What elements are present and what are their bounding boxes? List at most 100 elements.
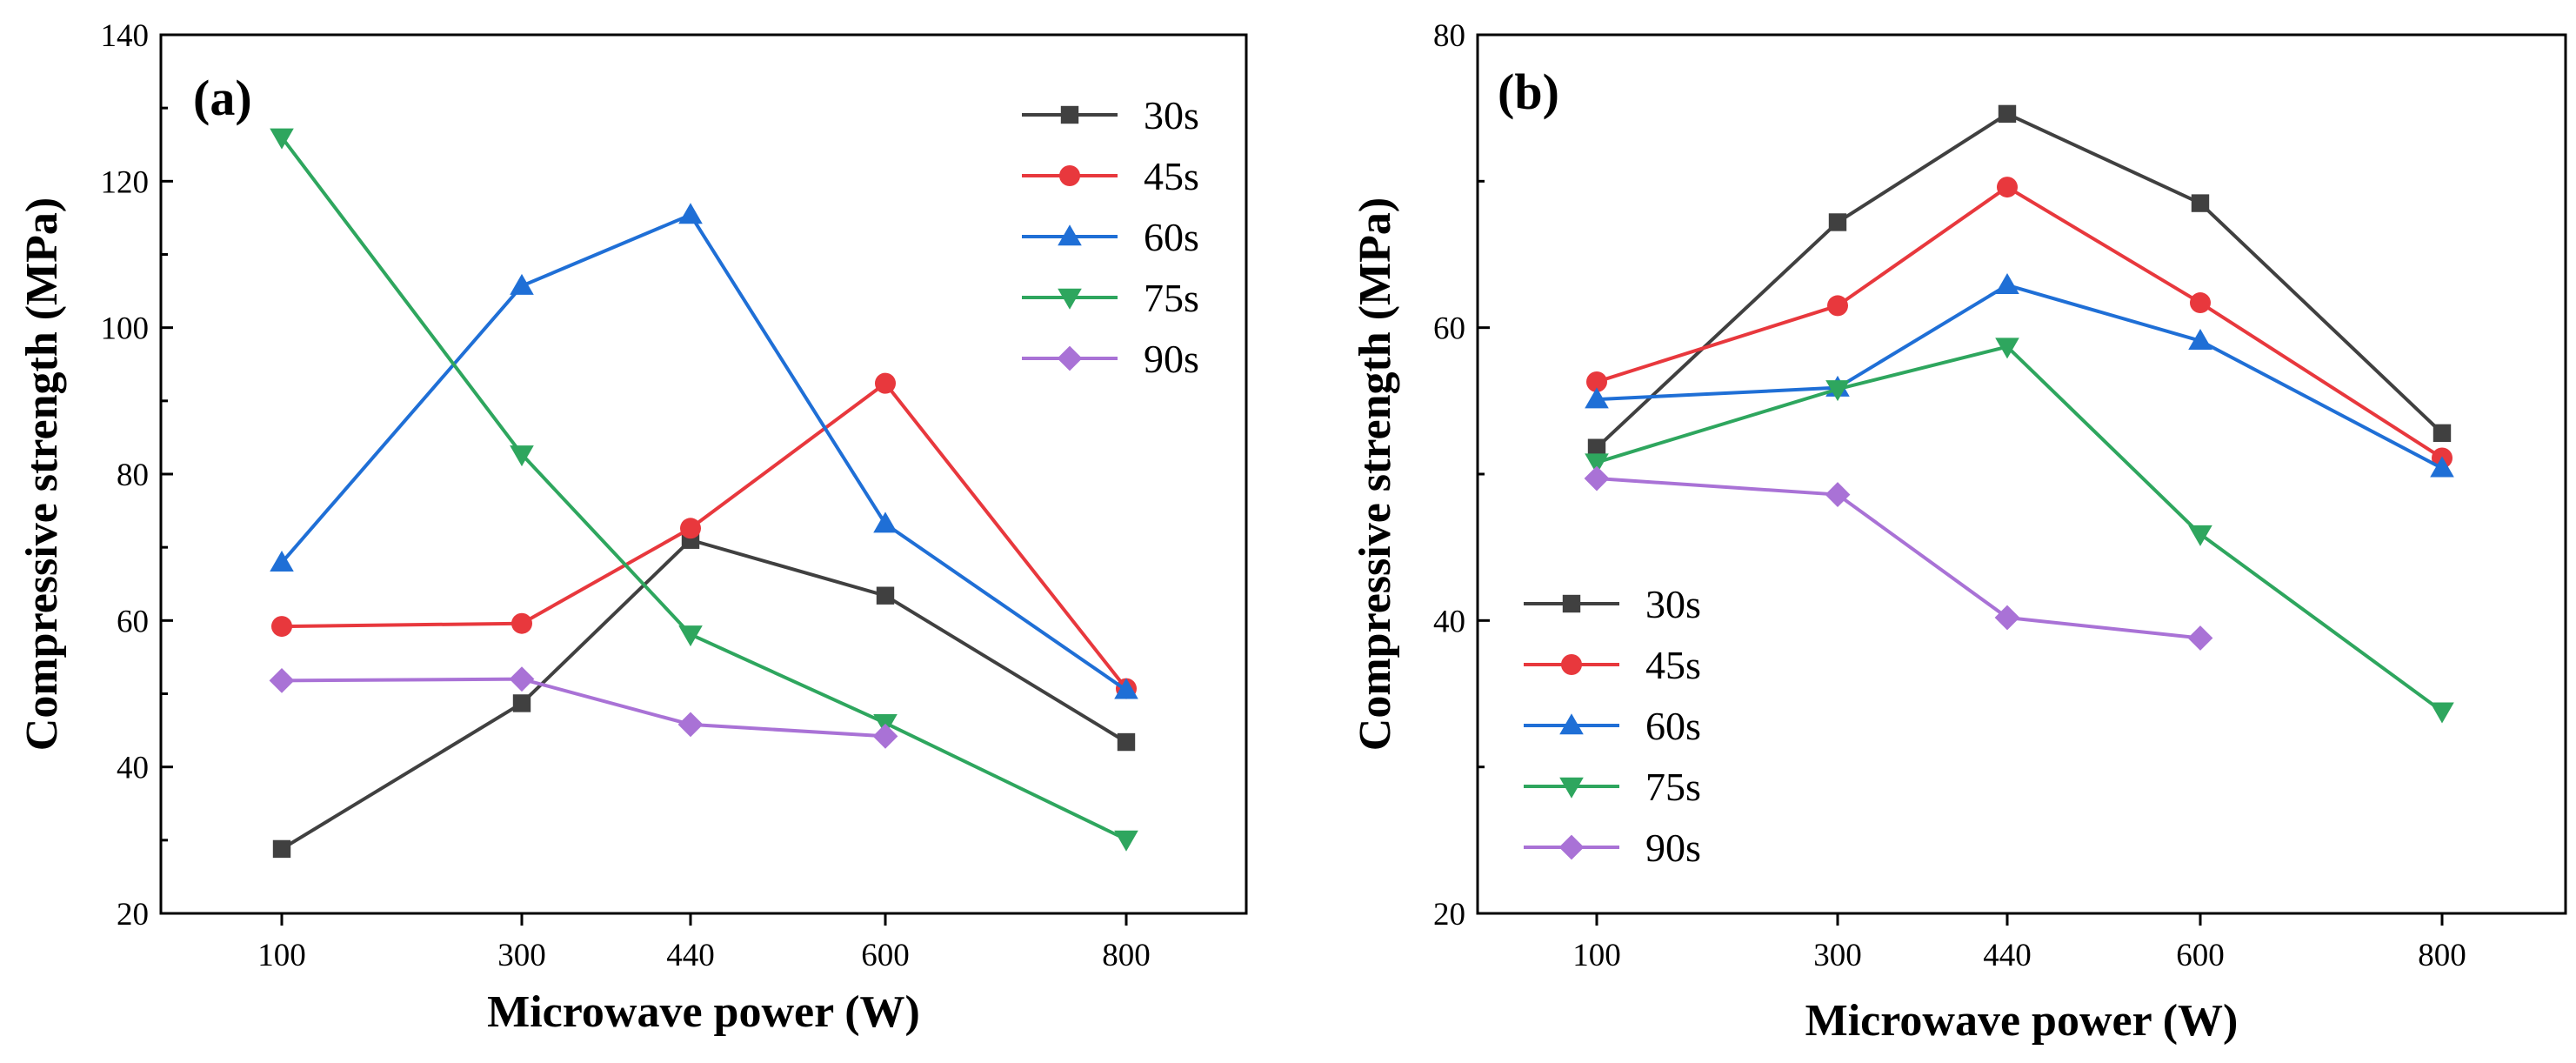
legend-label: 45s bbox=[1144, 154, 1199, 198]
legend-label: 45s bbox=[1645, 643, 1701, 687]
x-tick-label: 100 bbox=[1572, 938, 1621, 973]
legend-marker bbox=[1562, 594, 1581, 613]
data-point bbox=[873, 511, 898, 533]
data-point bbox=[677, 712, 704, 738]
legend-item: 75s bbox=[1524, 765, 1701, 809]
x-tick-label: 300 bbox=[497, 938, 546, 973]
data-point bbox=[1994, 605, 2020, 631]
data-point bbox=[512, 694, 531, 712]
series-60s bbox=[1585, 273, 2454, 478]
x-axis-title: Microwave power (W) bbox=[1805, 996, 2239, 1046]
data-point bbox=[2187, 625, 2213, 651]
series-line bbox=[281, 677, 886, 739]
series-30s bbox=[1587, 104, 2452, 457]
legend-label: 75s bbox=[1645, 765, 1701, 809]
legend-marker bbox=[1058, 288, 1082, 310]
legend-item: 90s bbox=[1022, 337, 1199, 381]
data-point bbox=[876, 586, 895, 605]
y-tick-label: 120 bbox=[101, 164, 150, 200]
y-tick-label: 140 bbox=[101, 18, 150, 54]
data-point bbox=[271, 616, 292, 638]
data-point bbox=[1586, 371, 1607, 392]
y-axis-title: Compressive strength (MPa) bbox=[17, 197, 67, 751]
panel-a: 20 40 60 80 100 120 140 100 300 440 600 800 Microwav… bbox=[17, 18, 1248, 1037]
legend-marker bbox=[1057, 345, 1083, 371]
data-point bbox=[510, 273, 534, 295]
series-90s bbox=[1584, 465, 2213, 651]
data-point bbox=[2430, 702, 2454, 724]
y-tick-label: 40 bbox=[117, 751, 149, 786]
legend: 30s 45s 60s 75s 90s bbox=[1524, 582, 1701, 870]
data-point bbox=[1114, 830, 1138, 852]
legend-marker bbox=[1060, 105, 1079, 124]
x-tick-label: 600 bbox=[861, 938, 910, 973]
series-60s bbox=[270, 203, 1138, 699]
series-90s bbox=[269, 666, 898, 749]
y-tick-label: 100 bbox=[101, 311, 150, 347]
legend-item: 60s bbox=[1524, 704, 1701, 748]
legend-label: 30s bbox=[1144, 93, 1199, 137]
data-point bbox=[2188, 329, 2212, 351]
data-point bbox=[2188, 525, 2212, 546]
data-point bbox=[510, 445, 534, 467]
y-tick-label: 20 bbox=[117, 897, 149, 933]
legend-label: 60s bbox=[1645, 704, 1701, 748]
data-point bbox=[270, 128, 294, 150]
series-line bbox=[280, 136, 1127, 841]
x-tick-label: 800 bbox=[1102, 938, 1151, 973]
legend: 30s 45s 60s 75s 90s bbox=[1022, 93, 1199, 381]
legend-label: 90s bbox=[1144, 337, 1199, 381]
data-point bbox=[1825, 380, 1850, 402]
data-point bbox=[2430, 456, 2454, 478]
data-point bbox=[1998, 104, 2017, 124]
legend-label: 60s bbox=[1144, 215, 1199, 259]
data-point bbox=[678, 203, 703, 224]
data-point bbox=[269, 667, 295, 693]
x-tick-label: 100 bbox=[257, 938, 306, 973]
y-tick-label: 80 bbox=[1433, 18, 1465, 54]
plot-frame bbox=[159, 33, 1248, 915]
legend-item: 90s bbox=[1524, 826, 1701, 870]
data-point bbox=[511, 612, 532, 634]
data-point bbox=[1584, 465, 1610, 491]
data-point bbox=[2190, 292, 2211, 314]
data-point bbox=[680, 518, 701, 539]
data-point bbox=[678, 625, 703, 647]
legend-item: 45s bbox=[1524, 643, 1701, 687]
data-point bbox=[875, 372, 896, 394]
x-tick-label: 800 bbox=[2418, 938, 2466, 973]
panel-label: (a) bbox=[193, 70, 252, 126]
series-line bbox=[281, 381, 1128, 690]
data-point bbox=[2191, 194, 2210, 212]
data-point bbox=[272, 839, 291, 859]
legend-item: 30s bbox=[1524, 582, 1701, 626]
x-tick-label: 440 bbox=[1983, 938, 2032, 973]
legend-marker bbox=[1059, 165, 1080, 186]
x-tick-label: 440 bbox=[666, 938, 715, 973]
data-point bbox=[1825, 482, 1851, 507]
legend-item: 45s bbox=[1022, 154, 1199, 198]
y-tick-label: 80 bbox=[117, 458, 149, 493]
series-line bbox=[1596, 477, 2201, 640]
legend-item: 60s bbox=[1022, 215, 1199, 259]
legend-label: 75s bbox=[1144, 276, 1199, 320]
x-tick-label: 600 bbox=[2176, 938, 2225, 973]
data-point bbox=[872, 723, 898, 749]
data-point bbox=[270, 551, 294, 572]
legend-item: 75s bbox=[1022, 276, 1199, 320]
legend-marker bbox=[1558, 834, 1585, 860]
y-tick-label: 60 bbox=[117, 604, 149, 639]
legend-label: 30s bbox=[1645, 582, 1701, 626]
x-axis-title: Microwave power (W) bbox=[487, 987, 920, 1037]
series-line bbox=[280, 538, 1128, 851]
legend-marker bbox=[1561, 654, 1582, 675]
legend-marker bbox=[1058, 224, 1082, 246]
data-point bbox=[2433, 424, 2452, 443]
series-line bbox=[1595, 111, 2444, 450]
legend-item: 30s bbox=[1022, 93, 1199, 137]
data-point bbox=[1585, 453, 1609, 475]
series-45s bbox=[271, 372, 1137, 699]
series-line bbox=[1596, 185, 2444, 460]
data-point bbox=[1997, 177, 2018, 198]
panel-label: (b) bbox=[1498, 64, 1559, 120]
